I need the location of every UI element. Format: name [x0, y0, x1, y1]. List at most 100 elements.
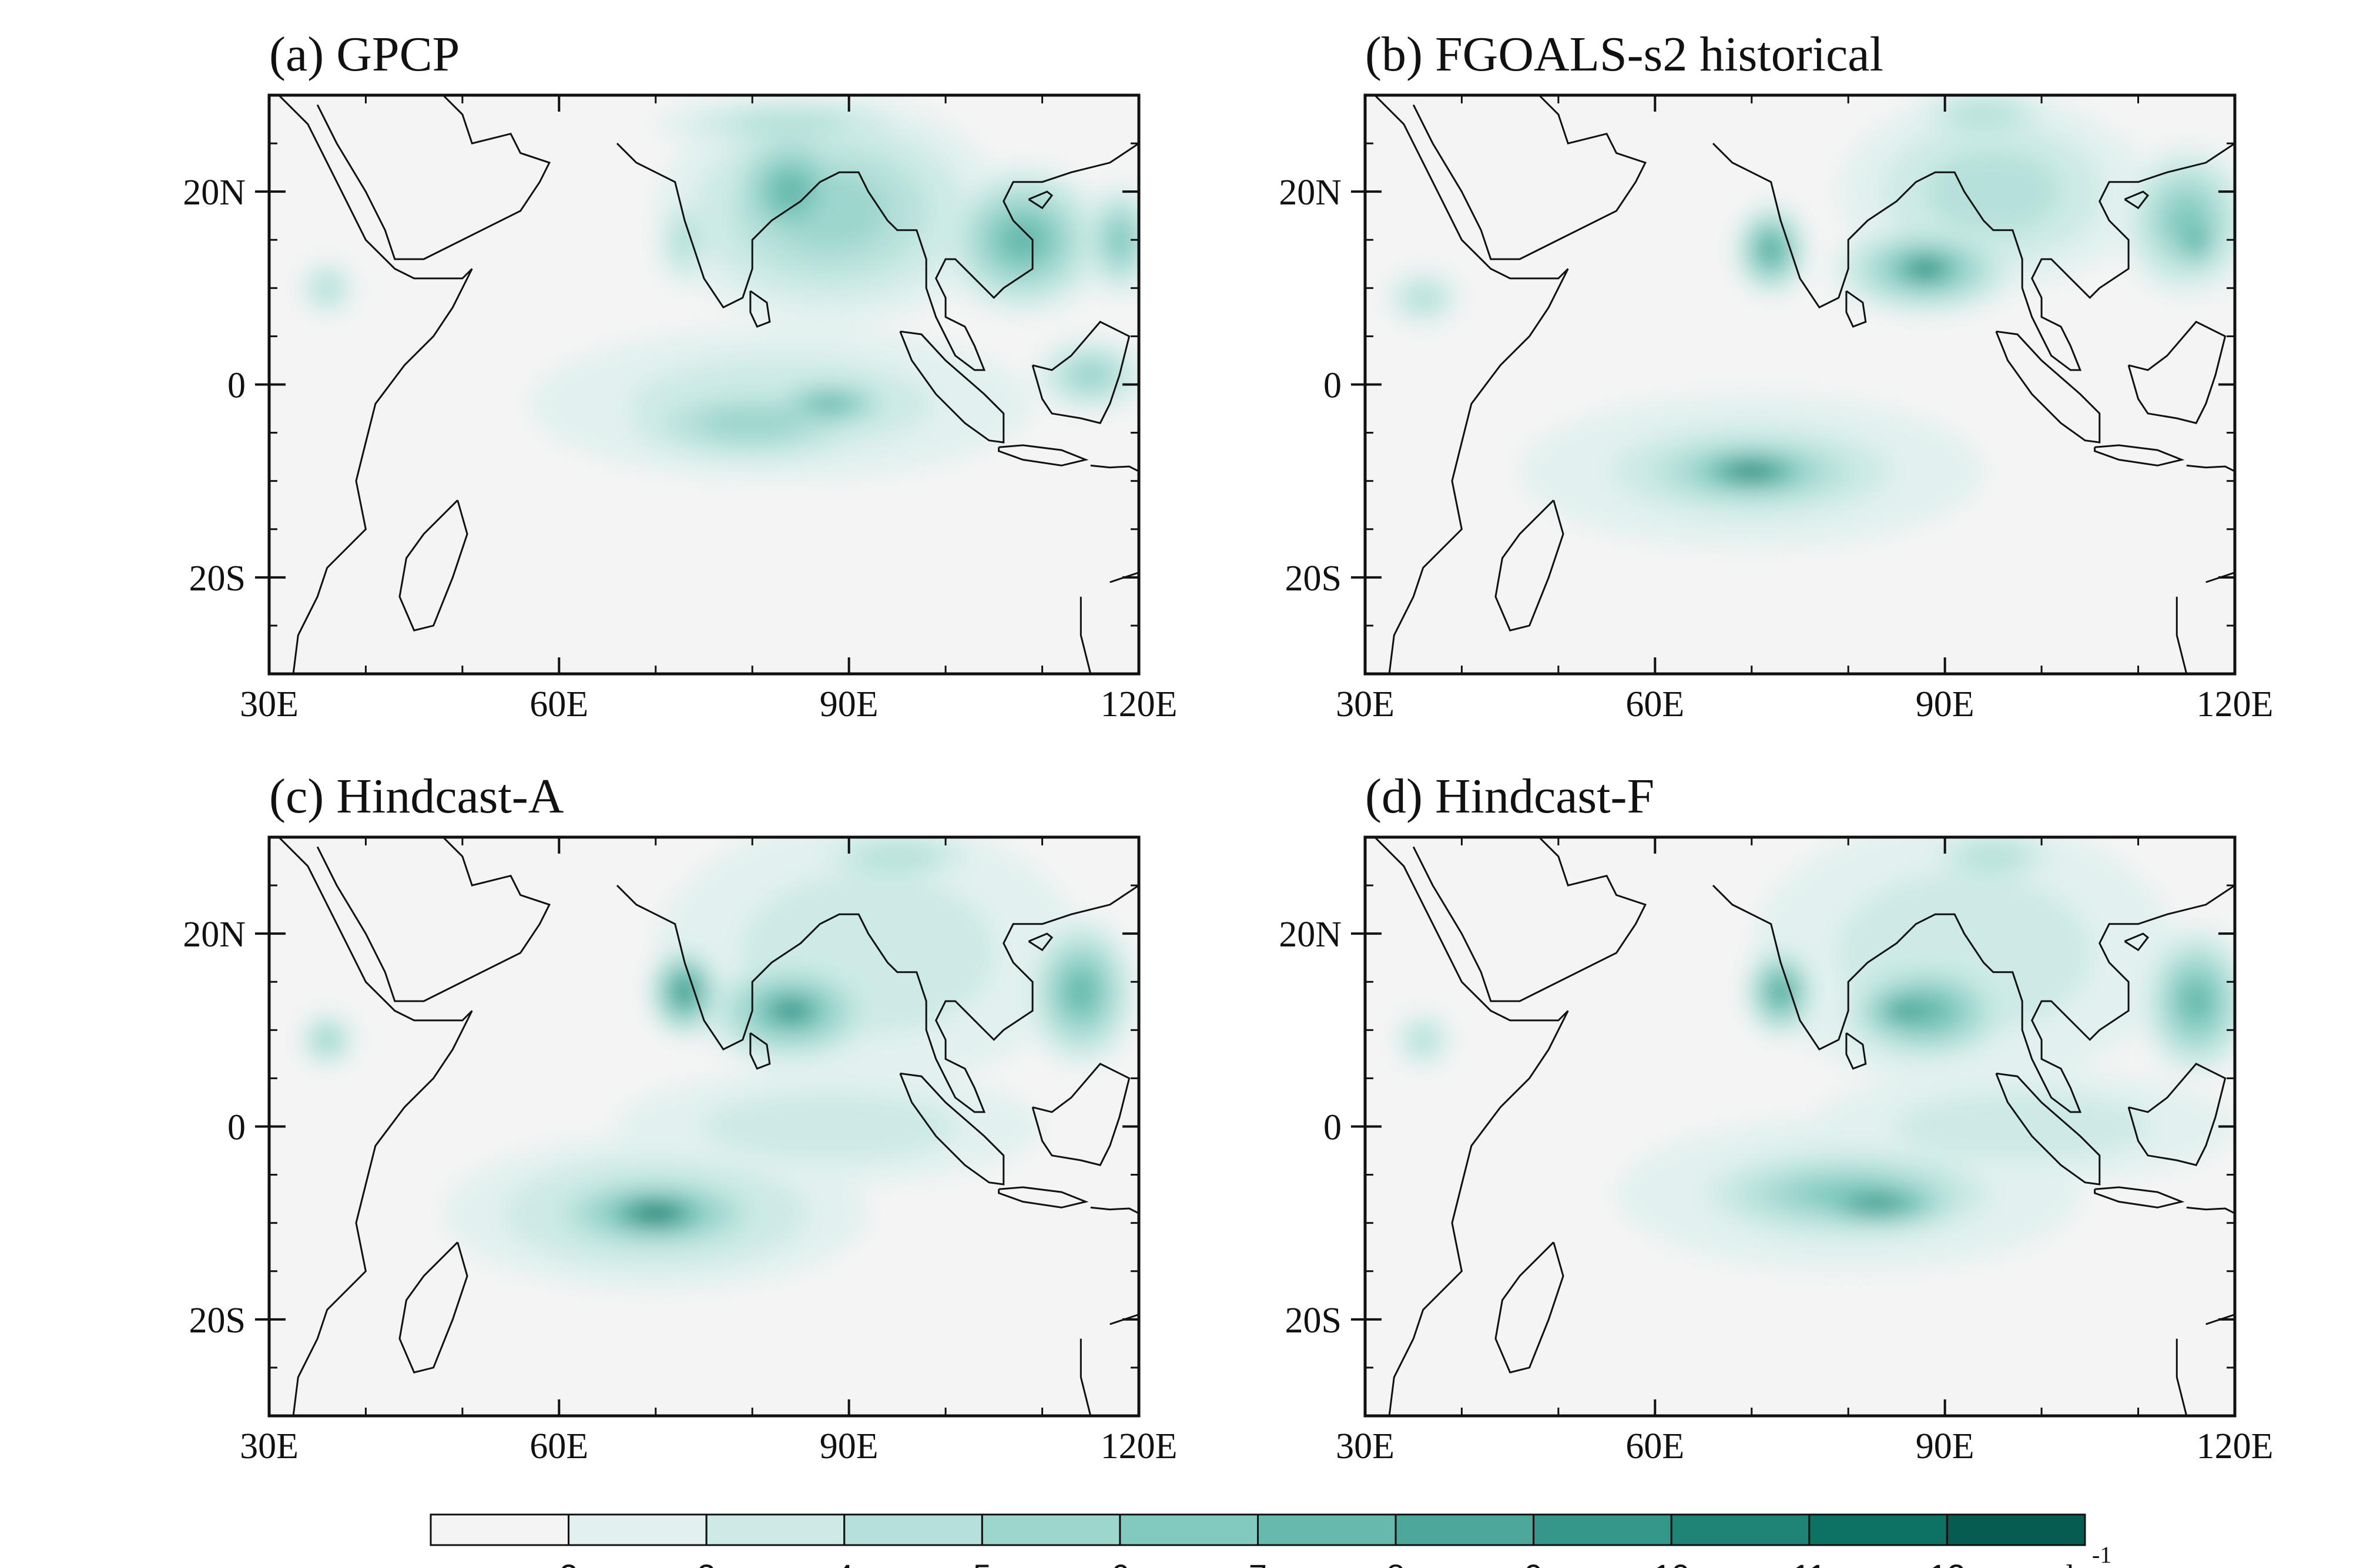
panel-title: (d) Hindcast-F: [1365, 769, 1654, 824]
coastline: [2186, 1206, 2235, 1214]
coastline: [1494, 499, 1564, 632]
rain-contour: [1860, 1198, 1895, 1209]
lon-tick-label: 120E: [2197, 1426, 2274, 1466]
coastline: [316, 837, 551, 1002]
lon-tick-label: 30E: [1336, 1426, 1394, 1466]
colorbar-unit-sup: -1: [2092, 1542, 2111, 1568]
coastline: [2186, 464, 2235, 472]
coastline: [2175, 596, 2188, 674]
coastline: [2124, 190, 2150, 210]
coastline: [1712, 142, 2235, 371]
colorbar-unit: mm d: [1998, 1559, 2074, 1568]
coastline: [1845, 290, 1867, 328]
rain-contour: [733, 112, 849, 137]
lon-tick-label: 120E: [1101, 684, 1178, 724]
rain-contour: [1916, 264, 1935, 274]
panel-title: (c) Hindcast-A: [269, 769, 564, 824]
coastline: [1028, 190, 1054, 210]
rain-contour: [2190, 232, 2203, 248]
precipitation-field: [269, 837, 1139, 1416]
rain-contour: [856, 844, 939, 869]
coastline: [398, 1241, 468, 1374]
colorbar-swatch: [705, 1513, 846, 1546]
colorbar-swatch: [1670, 1513, 1811, 1546]
lat-tick-label: 0: [1323, 1108, 1342, 1148]
coastline: [1995, 330, 2101, 444]
colorbar-label: 9: [1524, 1557, 1543, 1568]
precipitation-field: [1365, 95, 2235, 674]
rain-contour: [317, 1030, 337, 1050]
rain-contour: [1410, 1027, 1436, 1052]
rain-contour: [314, 276, 340, 301]
coastline: [616, 884, 1139, 1113]
rain-contour: [1406, 285, 1440, 310]
coastline: [2127, 1062, 2227, 1166]
lat-tick-label: 0: [1323, 366, 1342, 406]
rain-contour: [1109, 224, 1131, 256]
colorbar: 2 3 4 5 6 7 8 9 10 11 12 mm d -1: [430, 1513, 2111, 1568]
coastline: [749, 1032, 771, 1070]
coastlines: [278, 837, 1139, 1416]
rain-contour: [700, 407, 804, 439]
lat-tick-label: 20N: [1279, 173, 1342, 213]
colorbar-swatch: [1808, 1513, 1948, 1546]
coastline: [1412, 95, 1647, 260]
rain-contour: [1950, 102, 2017, 127]
coastline: [899, 1072, 1005, 1186]
colorbar-swatch: [1394, 1513, 1535, 1546]
colorbar-label: 7: [1249, 1557, 1267, 1568]
rain-contour: [1895, 1092, 2150, 1161]
lon-tick-label: 90E: [1916, 1426, 1975, 1466]
colorbar-label: 8: [1387, 1557, 1405, 1568]
colorbar-label: 12: [1929, 1557, 1965, 1568]
panel-title: (a) GPCP: [269, 27, 460, 82]
colorbar-swatch: [1119, 1513, 1259, 1546]
coastline: [1031, 1062, 1131, 1166]
rain-contour: [1772, 982, 1789, 1002]
rain-contour: [1738, 466, 1766, 476]
coastline: [1845, 1032, 1867, 1070]
coastline: [1028, 932, 1054, 952]
coastline: [1374, 95, 1569, 674]
coastline: [1090, 464, 1139, 472]
lon-tick-label: 90E: [820, 1426, 879, 1466]
rain-contour: [1071, 362, 1110, 388]
rain-contour: [782, 1006, 800, 1016]
panel-title: (b) FGOALS-s2 historical: [1365, 27, 1883, 82]
coastline: [1031, 320, 1131, 424]
coastline: [2127, 320, 2227, 424]
lat-tick-label: 0: [227, 366, 246, 406]
colorbar-swatch: [1257, 1513, 1397, 1546]
colorbar-swatch: [430, 1513, 570, 1546]
colorbar-label: 11: [1792, 1557, 1826, 1568]
lon-tick-label: 90E: [820, 684, 879, 724]
colorbar-label: 3: [698, 1557, 716, 1568]
lat-tick-label: 20S: [189, 1301, 246, 1341]
rain-contour: [678, 983, 692, 1000]
rain-contour: [812, 397, 848, 411]
coastlines: [1374, 837, 2235, 1416]
lon-tick-label: 60E: [1625, 1426, 1684, 1466]
colorbar-label: 6: [1111, 1557, 1129, 1568]
rain-contour: [1960, 844, 2027, 869]
rain-contour: [1067, 973, 1095, 1009]
coastline: [616, 142, 1139, 371]
colorbar-label: 4: [835, 1557, 853, 1568]
rain-contour: [1003, 221, 1043, 258]
rain-contour: [1763, 240, 1779, 260]
coastline: [749, 290, 771, 328]
coastline: [2124, 932, 2150, 952]
lon-tick-label: 90E: [1916, 684, 1975, 724]
rain-contour: [1896, 1005, 1917, 1016]
rain-contour: [1927, 150, 2060, 233]
colorbar-swatch: [1533, 1513, 1672, 1546]
coastline: [278, 837, 473, 1416]
precipitation-field: [1365, 837, 2235, 1416]
map-panel-fgoals: (b) FGOALS-s2 historical 30E 60E 90E 120E 20N…: [1279, 27, 2273, 724]
coastline: [398, 499, 468, 632]
lat-tick-label: 20S: [1285, 559, 1342, 599]
lon-tick-label: 60E: [1625, 684, 1684, 724]
map-panel-hindA: (c) Hindcast-A 30E 60E 90E 120E 20N 0 20S: [183, 769, 1177, 1466]
lon-tick-label: 120E: [1101, 1426, 1178, 1466]
coastline: [2094, 1186, 2185, 1208]
